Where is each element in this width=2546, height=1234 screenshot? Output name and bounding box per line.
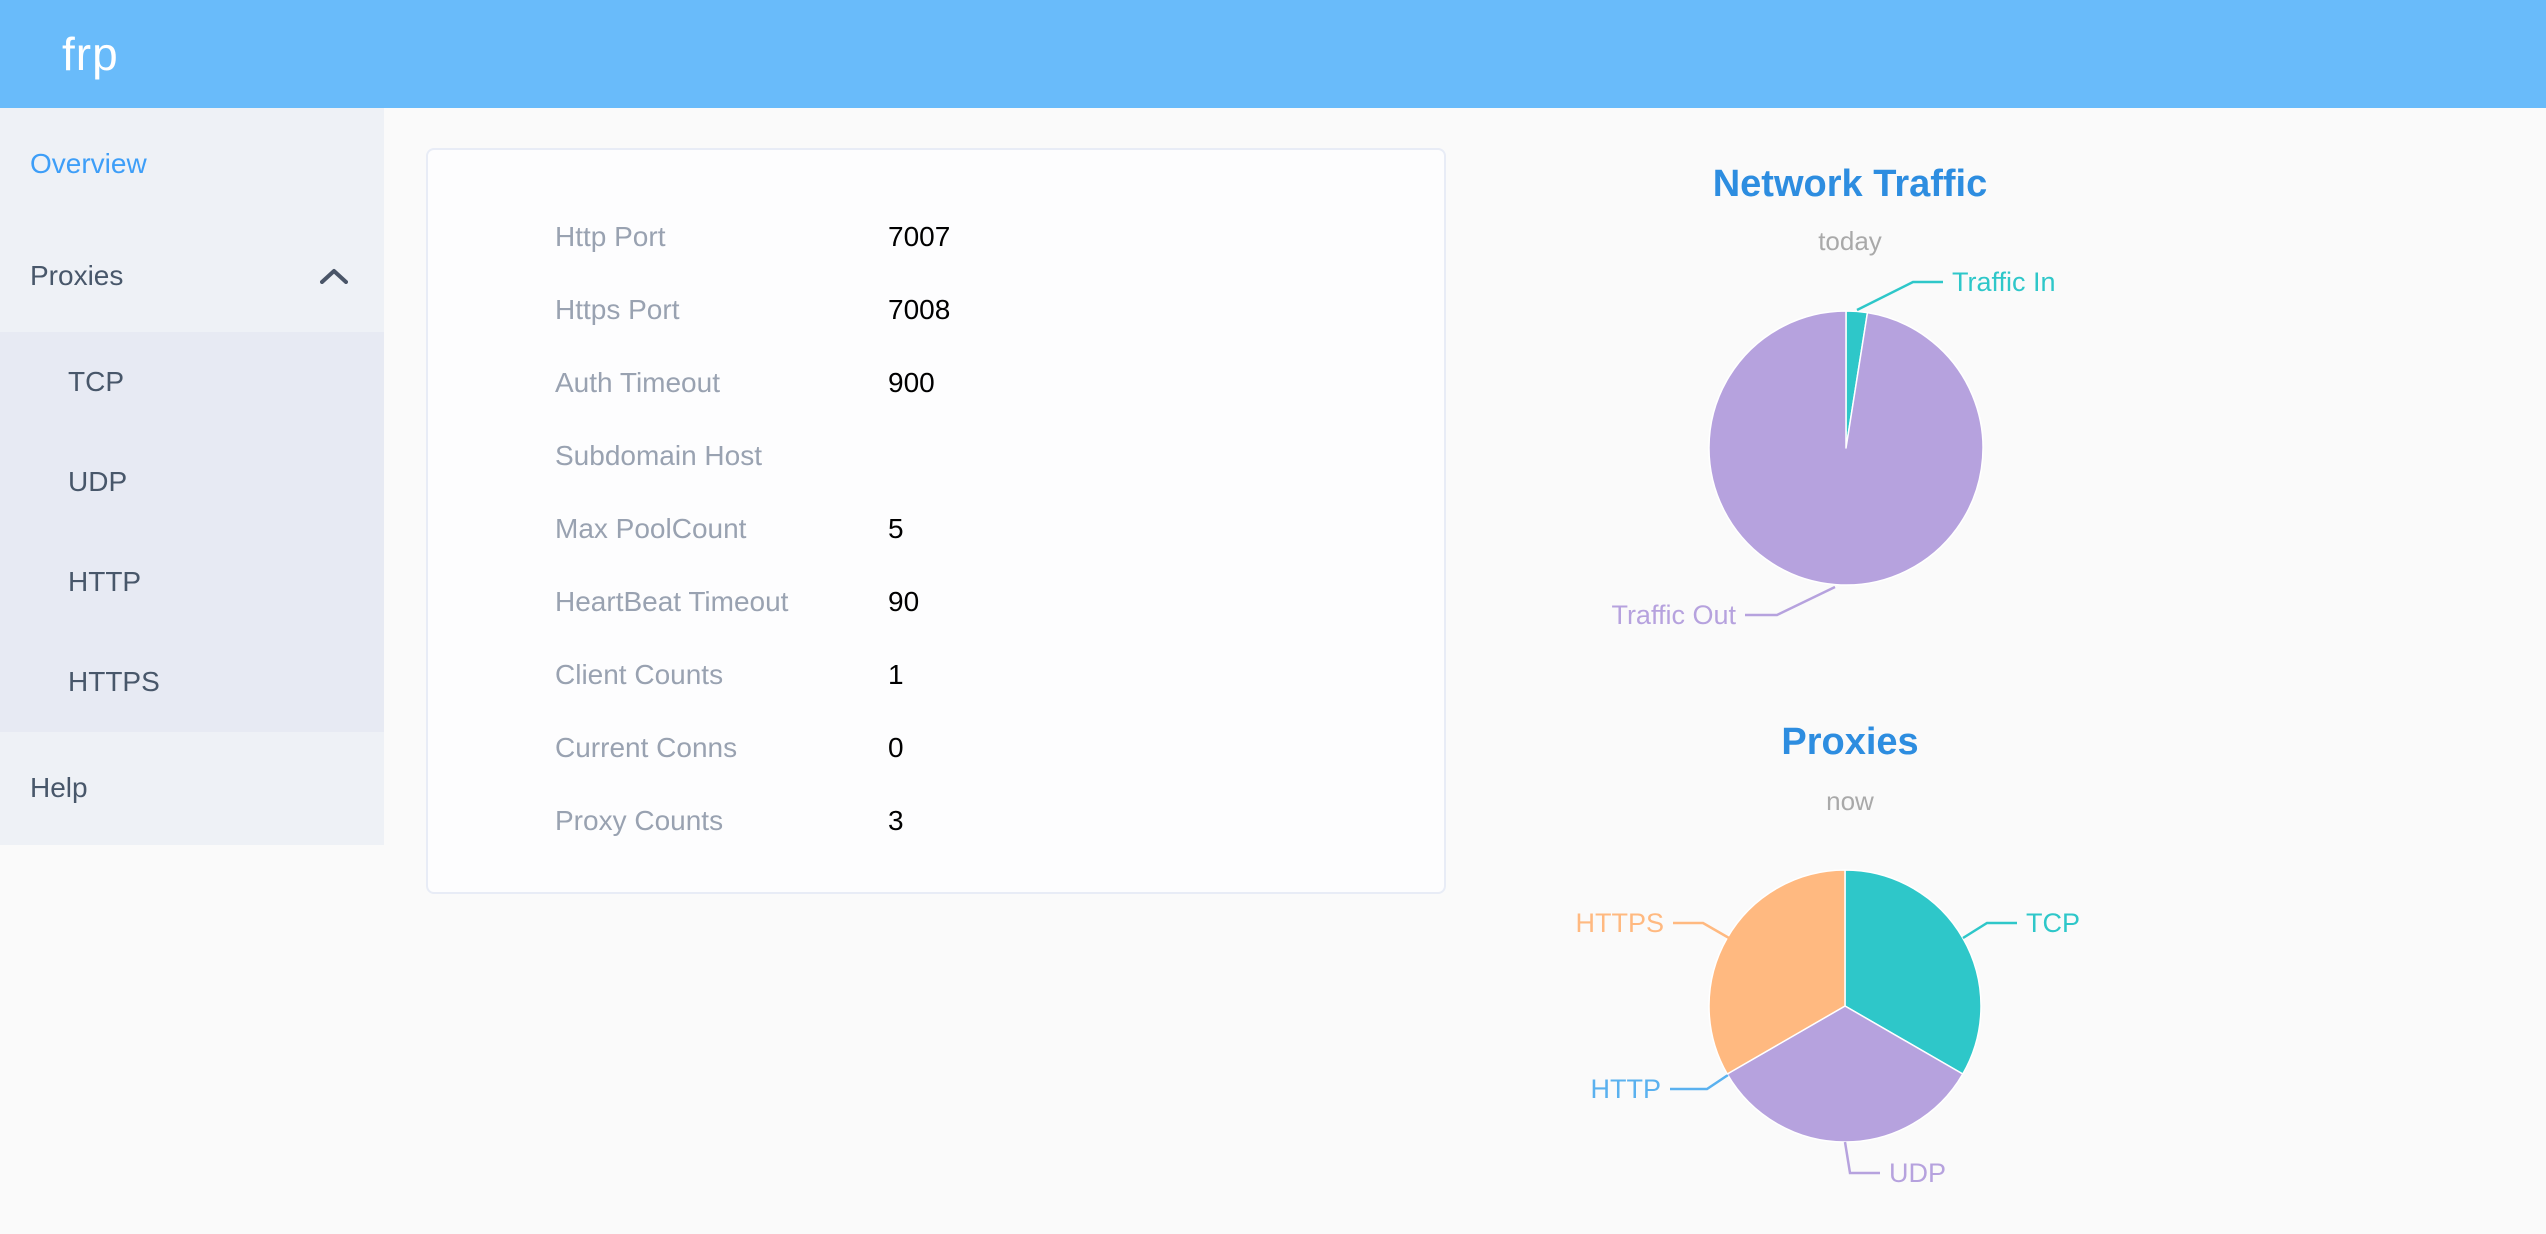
config-label: Client Counts [555, 658, 724, 690]
config-value: 0 [888, 731, 904, 763]
config-label: Current Conns [555, 731, 738, 763]
app-logo: frp [62, 28, 119, 80]
sidebar-item-overview-label: Overview [30, 148, 147, 179]
pie-label-https: HTTPS [1575, 908, 1664, 938]
network-traffic-chart-title: Network Traffic [1712, 163, 1988, 205]
pie-slice-tcp[interactable] [1844, 869, 1982, 1075]
pie-label-tcp: TCP [2026, 908, 2080, 938]
config-label: Http Port [555, 220, 666, 252]
config-row-current-conns: Current Conns 0 [428, 711, 1444, 784]
pie-label-line-traffic-out [1745, 585, 1836, 617]
config-label: Proxy Counts [555, 804, 724, 836]
config-row-client-counts: Client Counts 1 [428, 638, 1444, 711]
config-row-proxy-counts: Proxy Counts 3 [428, 784, 1444, 857]
config-row-https-port: Https Port 7008 [428, 273, 1444, 346]
pie-label-traffic-in: Traffic In [1952, 267, 2056, 297]
sidebar-item-udp-label: UDP [68, 466, 128, 497]
sidebar-item-proxies[interactable]: Proxies [0, 220, 384, 332]
sidebar-item-tcp-label: TCP [68, 366, 124, 397]
config-value: 900 [888, 366, 935, 398]
pie-slice-traffic-out[interactable] [1708, 310, 1984, 586]
sidebar-item-http[interactable]: HTTP [0, 532, 384, 632]
sidebar: Overview Proxies TCP UDP HTTP HTTPS Help [0, 108, 384, 845]
config-label: Max PoolCount [555, 512, 747, 544]
config-label: Https Port [555, 293, 680, 325]
config-row-heartbeat-timeout: HeartBeat Timeout 90 [428, 565, 1444, 638]
pie-label-line-http [1670, 1073, 1729, 1091]
config-row-http-port: Http Port 7007 [428, 200, 1444, 273]
sidebar-item-help[interactable]: Help [0, 732, 384, 844]
proxies-submenu: TCP UDP HTTP HTTPS [0, 332, 384, 732]
config-value: 90 [888, 585, 920, 617]
proxies-pie-chart: TCP UDP HTTP HTTPS [1575, 869, 2080, 1188]
config-value: 1 [888, 658, 904, 690]
config-value: 7008 [888, 293, 951, 325]
sidebar-item-tcp[interactable]: TCP [0, 332, 384, 432]
proxies-chart-title: Proxies [1781, 721, 1919, 763]
config-row-max-poolcount: Max PoolCount 5 [428, 492, 1444, 565]
pie-label-line-traffic-in [1856, 280, 1943, 312]
config-value: 7007 [888, 220, 951, 252]
config-row-subdomain-host: Subdomain Host [428, 419, 1444, 492]
proxies-chart-subtitle: now [1826, 786, 1874, 816]
pie-label-traffic-out: Traffic Out [1611, 600, 1736, 630]
config-value: 3 [888, 804, 904, 836]
network-traffic-pie-chart: Traffic In Traffic Out [1611, 267, 2056, 630]
network-traffic-chart-subtitle: today [1818, 226, 1882, 256]
sidebar-item-udp[interactable]: UDP [0, 432, 384, 532]
sidebar-item-proxies-label: Proxies [30, 260, 124, 291]
pie-label-http: HTTP [1591, 1074, 1662, 1104]
sidebar-item-http-label: HTTP [68, 566, 142, 597]
sidebar-item-overview[interactable]: Overview [0, 108, 384, 220]
sidebar-item-https[interactable]: HTTPS [0, 632, 384, 732]
app-header: frp [0, 0, 2546, 108]
pie-label-udp: UDP [1889, 1158, 1946, 1188]
sidebar-item-https-label: HTTPS [68, 666, 160, 697]
sidebar-item-help-label: Help [30, 772, 88, 803]
pie-label-line-udp [1843, 1141, 1880, 1175]
config-label: Auth Timeout [555, 366, 720, 398]
pie-label-line-https [1673, 921, 1730, 940]
config-row-auth-timeout: Auth Timeout 900 [428, 346, 1444, 419]
server-config-card: Http Port 7007 Https Port 7008 Auth Time… [426, 148, 1446, 894]
config-value: 5 [888, 512, 904, 544]
chevron-up-icon[interactable] [320, 268, 348, 284]
pie-label-line-tcp [1962, 921, 2017, 940]
config-label: HeartBeat Timeout [555, 585, 789, 617]
config-label: Subdomain Host [555, 439, 763, 471]
